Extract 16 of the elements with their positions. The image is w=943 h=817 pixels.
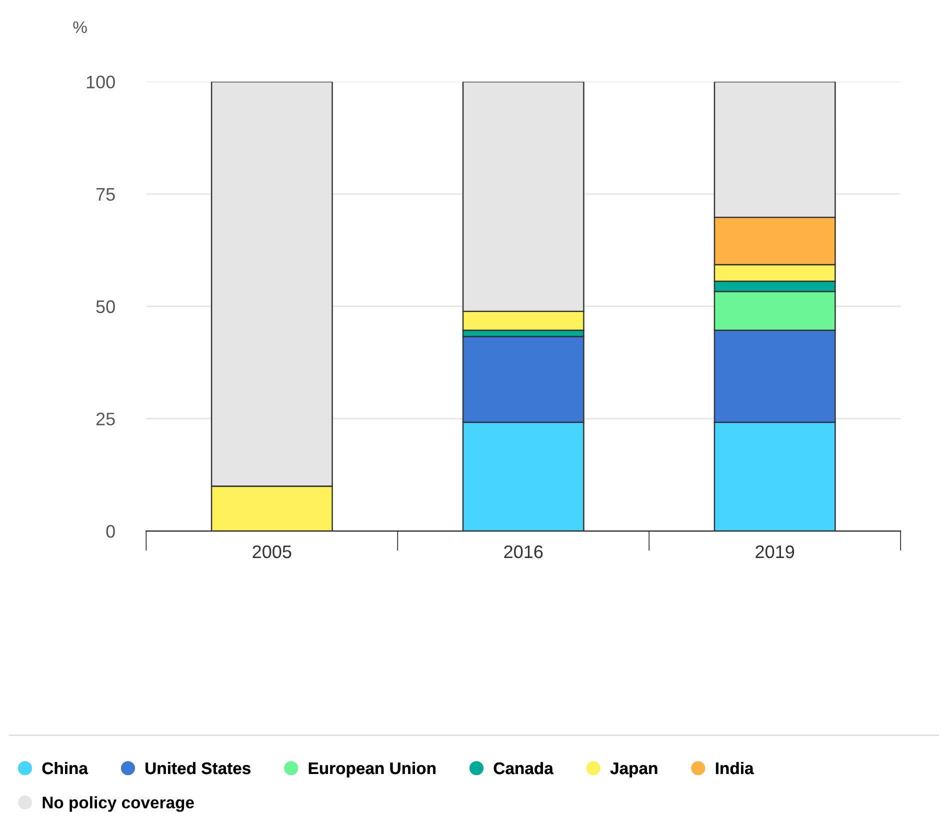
legend-label: India xyxy=(716,762,754,774)
y-tick-label: 25 xyxy=(96,412,115,426)
legend-label: China xyxy=(42,762,88,774)
y-axis-title: % xyxy=(73,21,87,34)
x-tick-label: 2005 xyxy=(252,545,292,558)
y-tick-label: 50 xyxy=(96,300,115,314)
x-tick-label: 2019 xyxy=(756,545,794,558)
y-tick-label: 75 xyxy=(96,188,115,201)
y-tick-label: 0 xyxy=(106,524,115,538)
legend-label: European Union xyxy=(308,762,436,778)
y-tick-label: 100 xyxy=(86,76,115,88)
x-tick-label: 2016 xyxy=(504,545,543,558)
legend-label: No policy coverage xyxy=(42,796,194,812)
legend-label: Canada xyxy=(494,762,554,774)
legend-label: United States xyxy=(146,762,250,774)
legend-label: Japan xyxy=(610,762,658,778)
